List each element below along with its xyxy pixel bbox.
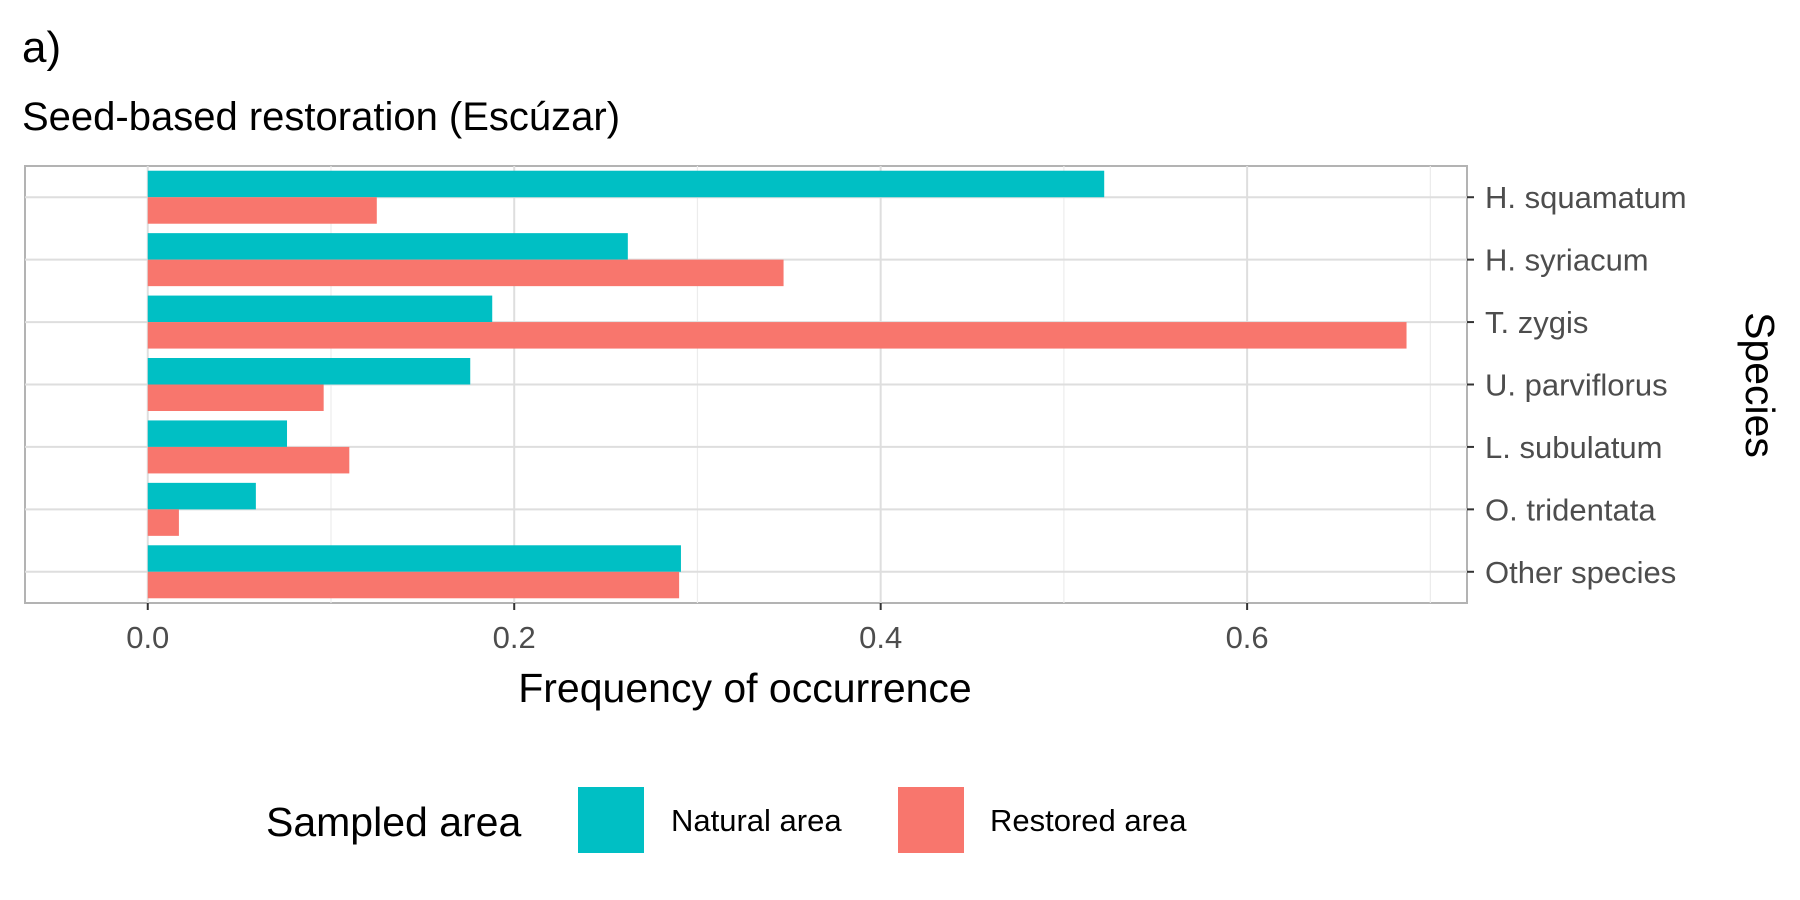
bar-restored-area	[147, 509, 179, 536]
bar-natural-area	[147, 233, 628, 260]
y-axis: H. squamatum H. syriacum T. zygis U. parvif…	[1467, 180, 1687, 590]
legend-label-restored: Restored area	[990, 803, 1187, 838]
bar-natural-area	[147, 358, 471, 385]
x-axis-title: Frequency of occurrence	[518, 665, 972, 711]
bar-natural-area	[147, 420, 288, 447]
legend-label-natural: Natural area	[671, 803, 842, 838]
bar-restored-area	[147, 197, 377, 224]
legend: Sampled area Natural area Restored area	[266, 787, 1187, 853]
y-tick-label: U. parviflorus	[1485, 368, 1668, 403]
x-tick-label: 0.4	[859, 620, 902, 655]
bar-restored-area	[147, 259, 784, 287]
y-tick-label: H. syriacum	[1485, 243, 1649, 278]
chart-title: Seed-based restoration (Escúzar)	[22, 95, 620, 139]
legend-title: Sampled area	[266, 799, 521, 845]
y-tick-label: Other species	[1485, 555, 1676, 590]
x-axis: 0.0 0.2 0.4 0.6	[126, 603, 1269, 655]
bar-natural-area	[147, 295, 493, 323]
bar-restored-area	[147, 446, 350, 474]
bar-natural-area	[147, 482, 256, 510]
y-tick-label: H. squamatum	[1485, 180, 1687, 215]
panel-tag: a)	[22, 23, 61, 72]
legend-key-natural	[578, 787, 644, 853]
x-tick-label: 0.6	[1226, 620, 1269, 655]
legend-key-restored	[898, 787, 964, 853]
bar-restored-area	[147, 322, 1407, 349]
y-axis-title: Species	[1737, 312, 1783, 458]
x-tick-label: 0.2	[493, 620, 536, 655]
y-tick-label: L. subulatum	[1485, 430, 1663, 465]
bar-natural-area	[147, 545, 681, 572]
bar-restored-area	[147, 571, 680, 599]
bar-restored-area	[147, 384, 324, 411]
bars	[147, 170, 1407, 599]
y-tick-label: T. zygis	[1485, 305, 1588, 340]
y-tick-label: O. tridentata	[1485, 492, 1656, 527]
bar-natural-area	[147, 170, 1105, 198]
x-tick-label: 0.0	[126, 620, 169, 655]
